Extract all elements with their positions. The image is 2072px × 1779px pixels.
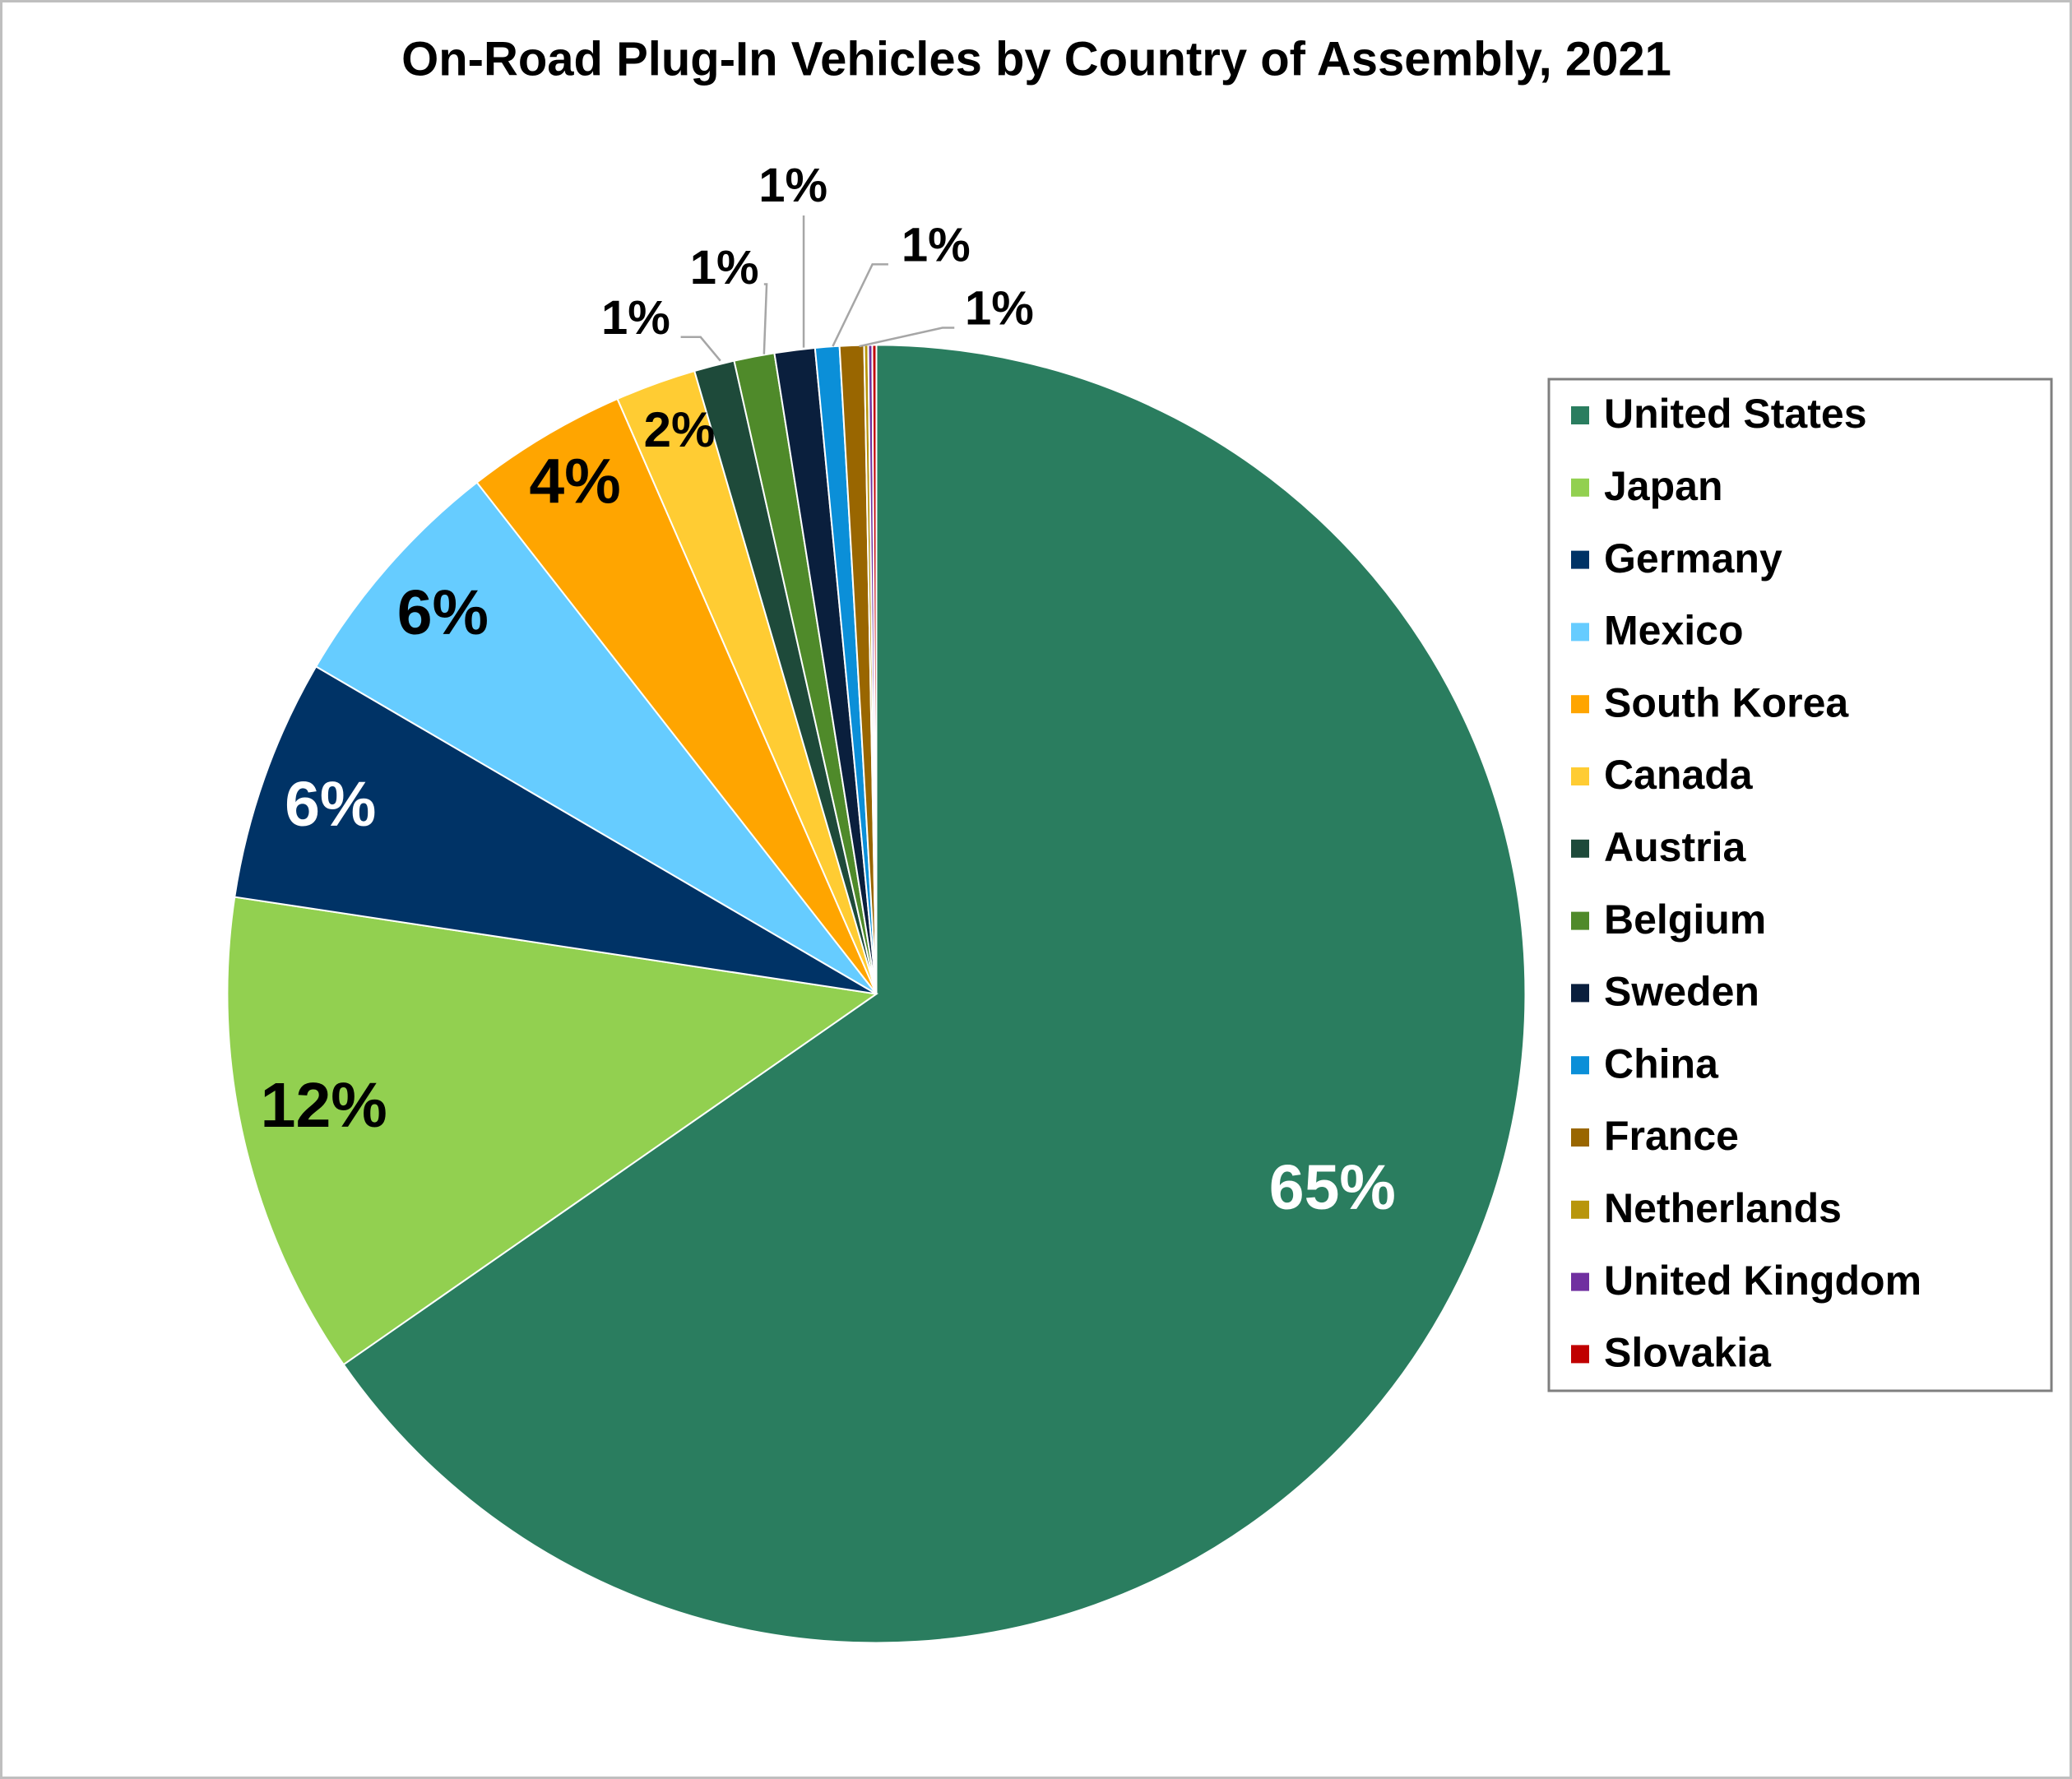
legend-swatch	[1571, 1272, 1589, 1291]
pie-slice	[871, 344, 878, 994]
data-label: 2%	[644, 402, 716, 457]
legend-label: Japan	[1604, 463, 1723, 509]
legend-label: Mexico	[1604, 608, 1744, 654]
legend-label: Sweden	[1604, 969, 1759, 1015]
pie-slice	[475, 397, 878, 995]
pie-slice	[342, 344, 1527, 1644]
legend-swatch	[1571, 911, 1589, 930]
legend-box	[1547, 378, 2053, 1392]
legend-swatch	[1571, 1056, 1589, 1075]
legend-label: Canada	[1604, 752, 1754, 798]
leader-line	[832, 263, 888, 347]
leader-line	[763, 283, 768, 354]
legend-swatch	[1571, 623, 1589, 642]
legend-label: Germany	[1604, 535, 1782, 581]
data-label: 65%	[1269, 1152, 1396, 1223]
legend-swatch	[1571, 478, 1589, 497]
legend-label: South Korea	[1604, 679, 1849, 725]
data-label: 1%	[601, 291, 670, 345]
data-label: 4%	[529, 447, 620, 517]
data-label: 12%	[261, 1070, 387, 1141]
pie-slice	[234, 665, 877, 995]
legend-label: Belgium	[1604, 896, 1766, 943]
legend-swatch	[1571, 406, 1589, 424]
leader-line	[680, 336, 721, 362]
legend-label: Slovakia	[1604, 1330, 1772, 1376]
legend-label: Austria	[1604, 824, 1746, 870]
legend-swatch	[1571, 984, 1589, 1003]
data-label: 1%	[690, 241, 759, 294]
legend-swatch	[1571, 695, 1589, 714]
legend-swatch	[1571, 1200, 1589, 1219]
chart-title: On-Road Plug-In Vehicles by Country of A…	[401, 32, 1671, 86]
legend-label: United Kingdom	[1604, 1258, 1921, 1304]
legend-swatch	[1571, 767, 1589, 785]
legend-label: China	[1604, 1040, 1719, 1086]
legend-label: France	[1604, 1113, 1739, 1159]
legend-swatch	[1571, 839, 1589, 858]
pie-slice	[226, 896, 879, 1366]
leader-line	[859, 327, 955, 348]
legend-label: Netherlands	[1604, 1185, 1842, 1231]
data-label: 6%	[285, 769, 376, 840]
pie-slice	[314, 481, 878, 995]
data-label: 1%	[758, 159, 827, 212]
legend-label: United States	[1604, 391, 1867, 437]
legend-swatch	[1571, 550, 1589, 569]
data-label: 1%	[902, 218, 971, 271]
data-label: 6%	[397, 577, 489, 648]
legend-swatch	[1571, 1345, 1589, 1364]
data-label: 1%	[965, 282, 1034, 336]
legend-swatch	[1571, 1128, 1589, 1147]
